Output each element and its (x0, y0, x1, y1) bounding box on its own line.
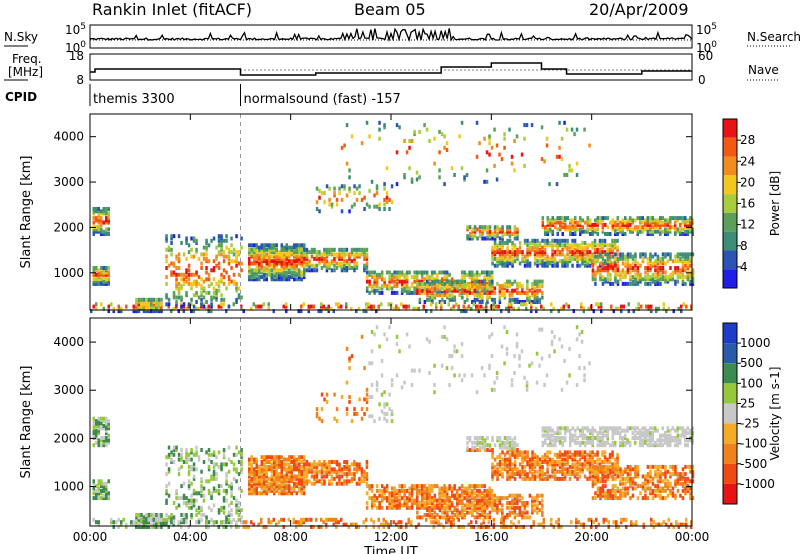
panel-1-ytick-label-3: 4000 (53, 335, 84, 349)
colorbar-0-tick-label-3: 16 (740, 197, 755, 211)
colorbar-1-tick-label-1: 500 (740, 356, 763, 370)
noise-sky-line (90, 27, 693, 43)
colorbar-0-swatch-4 (723, 194, 737, 213)
panel-1-xtick-label-3: 12:00 (374, 530, 409, 544)
noise-right-tick-top: 105 (696, 22, 717, 37)
colorbar-0-swatch-1 (723, 137, 737, 157)
colorbar-1-tick-label-0: 1000 (740, 336, 771, 350)
colorbar-0-swatch-0 (723, 119, 737, 138)
colorbar-0-swatch-5 (723, 212, 737, 232)
nave-tick-top: 60 (698, 49, 713, 63)
colorbar-0-tick-label-4: 20 (740, 175, 755, 189)
colorbar-0-swatch-6 (723, 231, 737, 251)
colorbar-1-label: Velocity [m s-1] (768, 367, 782, 461)
cpid-label: CPID (5, 90, 38, 104)
panel-1-xtick-label-1: 04:00 (173, 530, 208, 544)
nsky-label: N.Sky (4, 30, 39, 44)
beam-title: Beam 05 (354, 0, 426, 19)
panel-0-ytick-label-3: 4000 (53, 130, 84, 144)
colorbar-0-tick-label-0: 4 (740, 260, 748, 274)
colorbar-0-swatch-8 (723, 269, 737, 288)
colorbar-1-tick-label-3: 25 (740, 396, 755, 410)
panel-1-ylabel: Slant Range [km] (19, 366, 34, 479)
panel-1-xtick-label-0: 00:00 (73, 530, 108, 544)
colorbar-0-swatch-3 (723, 175, 737, 195)
colorbar-0-tick-label-1: 8 (740, 239, 748, 253)
cpid-segment-label-0: themis 3300 (93, 92, 175, 107)
station-title: Rankin Inlet (fitACF) (92, 0, 253, 19)
freq-tick-bottom: 8 (76, 73, 84, 87)
noise-panel-frame (89, 24, 693, 49)
panel-0-ytick-label-1: 2000 (53, 220, 84, 234)
colorbar-1-swatch-5 (723, 423, 737, 444)
colorbar-1-frame (722, 322, 738, 505)
nave-label: Nave (748, 63, 779, 77)
panel-1-xtick-label-4: 16:00 (474, 530, 509, 544)
colorbar-1-swatch-0 (723, 323, 737, 344)
panel-0-ylabel: Slant Range [km] (19, 156, 34, 269)
freq-line (90, 62, 692, 76)
colorbar-0-tick-label-6: 28 (740, 133, 755, 147)
panel-1-ytick-label-1: 2000 (53, 431, 84, 445)
colorbar-0-swatch-7 (723, 250, 737, 270)
colorbar-0-tick-label-5: 24 (740, 154, 755, 168)
colorbar-1-tick-label-4: -25 (740, 417, 760, 431)
noise-left-tick-bottom: 100 (65, 40, 86, 55)
colorbar-1-swatch-1 (723, 343, 737, 364)
panel-1-xlabel: Time UT (363, 545, 417, 554)
panel-1-cells (92, 325, 695, 529)
panel-1-ytick-label-0: 1000 (53, 480, 84, 494)
panel-1-ytick-label-2: 3000 (53, 383, 84, 397)
freq-panel-frame (89, 53, 693, 81)
colorbar-1-swatch-8 (723, 483, 737, 504)
panel-1-xtick-label-2: 08:00 (273, 530, 308, 544)
panel-1-xtick-label-5: 20:00 (574, 530, 609, 544)
panel-0-cells (90, 120, 695, 314)
nave-tick-bottom: 0 (698, 73, 706, 87)
colorbar-1-tick-label-6: -500 (740, 457, 767, 471)
freq-unit-label: [MHz] (8, 65, 44, 79)
panel-0-ytick-label-0: 1000 (53, 266, 84, 280)
cpid-segment-label-1: normalsound (fast) -157 (244, 92, 401, 107)
nsearch-label: N.Search (747, 30, 800, 44)
colorbar-0-label: Power [dB] (768, 171, 782, 236)
noise-left-tick-top: 105 (65, 22, 86, 37)
panel-1-xtick-label-6: 00:00 (675, 530, 710, 544)
colorbar-1-tick-label-2: 100 (740, 376, 763, 390)
freq-tick-top: 18 (69, 49, 84, 63)
date-title: 20/Apr/2009 (589, 0, 689, 19)
freq-label: Freq. (12, 52, 42, 66)
panel-0-ytick-label-2: 3000 (53, 175, 84, 189)
noise-right-tick-bottom: 100 (696, 40, 717, 55)
colorbar-1-swatch-2 (723, 363, 737, 384)
colorbar-0-tick-label-2: 12 (740, 218, 755, 232)
colorbar-1-swatch-6 (723, 443, 737, 464)
colorbar-1-swatch-3 (723, 383, 737, 404)
colorbar-1-swatch-7 (723, 463, 737, 484)
colorbar-1-swatch-4 (723, 403, 737, 424)
colorbar-1-tick-label-7: -1000 (740, 477, 775, 491)
colorbar-1-tick-label-5: -100 (740, 437, 767, 451)
colorbar-0-swatch-2 (723, 156, 737, 176)
